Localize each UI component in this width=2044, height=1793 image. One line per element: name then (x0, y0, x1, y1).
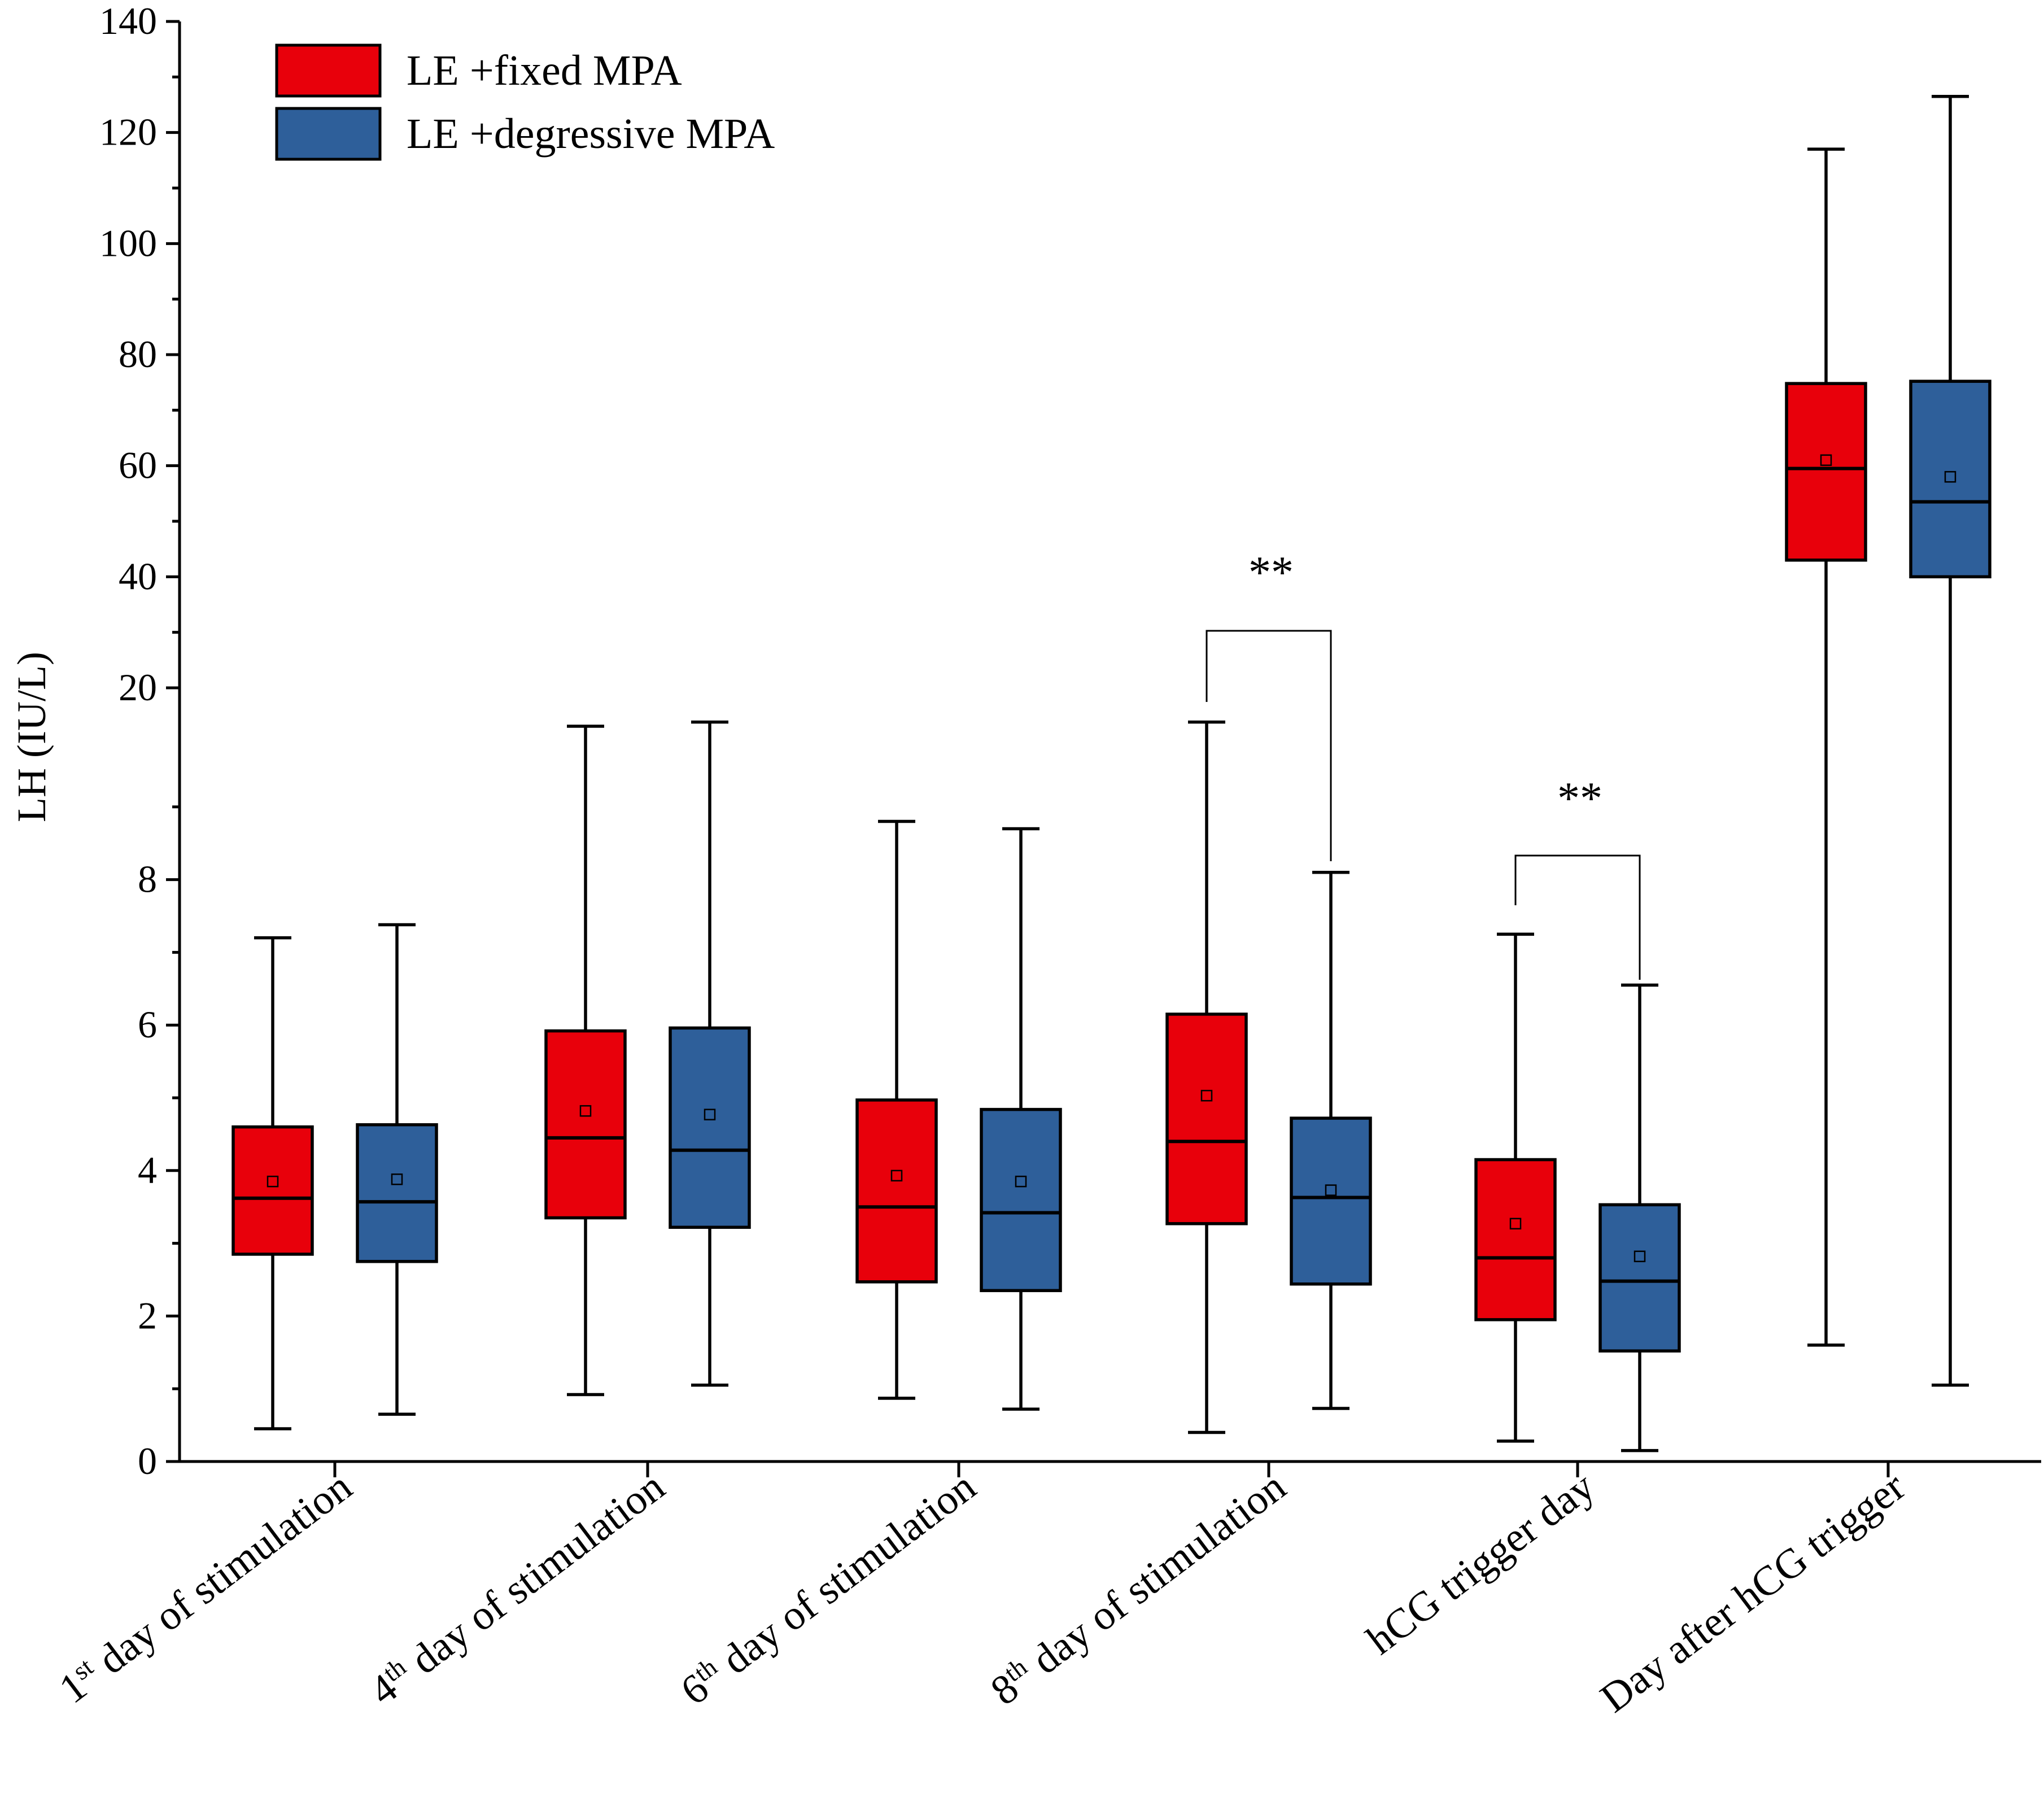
box-fixed-2 (857, 822, 936, 1398)
legend-item-fixed: LE +fixed MPA (277, 45, 682, 96)
y-tick-label: 60 (119, 444, 157, 487)
y-tick-label: 2 (138, 1294, 157, 1337)
box-degressive-0 (357, 924, 436, 1414)
y-axis-label: LH (IU/L) (9, 652, 54, 822)
iqr-box (357, 1125, 436, 1262)
category-text: day of stimulation (705, 1463, 984, 1690)
box-degressive-3 (1291, 872, 1370, 1408)
y-tick-label: 120 (99, 111, 157, 154)
y-tick-label: 80 (119, 333, 157, 376)
legend-label: LE +fixed MPA (407, 47, 682, 94)
plot-area: ** ** (233, 97, 1990, 1451)
iqr-box (1291, 1118, 1370, 1284)
significance-bracket (1207, 631, 1331, 861)
y-tick-label: 40 (119, 555, 157, 597)
iqr-box (981, 1110, 1060, 1291)
y-tick-label: 140 (99, 0, 157, 42)
y-tick-label: 0 (138, 1439, 157, 1482)
box-degressive-2 (981, 828, 1060, 1409)
x-category-label: Day after hCG trigger (1592, 1463, 1914, 1721)
y-tick-label: 8 (138, 858, 157, 901)
x-category-label: 8th day of stimulation (982, 1463, 1294, 1715)
significance-annotation: ** (1207, 548, 1331, 861)
category-text: day of stimulation (81, 1463, 360, 1690)
legend-item-degressive: LE +degressive MPA (277, 108, 775, 159)
significance-stars: ** (1557, 774, 1602, 823)
box-degressive-1 (670, 722, 749, 1385)
significance-bracket (1515, 856, 1640, 980)
category-text: day of stimulation (394, 1463, 673, 1690)
iqr-box (670, 1028, 749, 1227)
box-fixed-5 (1787, 149, 1866, 1345)
significance-stars: ** (1248, 548, 1294, 597)
y-tick-label: 20 (119, 666, 157, 709)
y-tick-label: 6 (138, 1003, 157, 1046)
iqr-box (546, 1031, 625, 1218)
legend-swatch (277, 45, 380, 96)
iqr-box (233, 1127, 312, 1254)
x-category-label: hCG trigger day (1359, 1463, 1603, 1664)
legend-swatch (277, 108, 380, 159)
box-fixed-4 (1476, 934, 1555, 1441)
box-fixed-3 (1167, 722, 1246, 1433)
box-degressive-5 (1911, 97, 1990, 1385)
legend-label: LE +degressive MPA (407, 110, 775, 158)
iqr-box (1167, 1014, 1246, 1224)
x-category-label: 4th day of stimulation (361, 1463, 673, 1715)
iqr-box (857, 1100, 936, 1282)
box-fixed-0 (233, 938, 312, 1429)
x-axis-labels: 1st day of stimulation 4th day of stimula… (50, 1463, 1914, 1722)
legend: LE +fixed MPA LE +degressive MPA (277, 45, 775, 159)
iqr-box (1911, 381, 1990, 577)
iqr-box (1476, 1159, 1555, 1319)
y-tick-label: 100 (99, 221, 157, 264)
category-text: day of stimulation (1015, 1463, 1294, 1690)
iqr-box (1787, 383, 1866, 560)
x-category-label: 1st day of stimulation (50, 1463, 360, 1713)
iqr-box (1600, 1205, 1679, 1351)
significance-annotation: ** (1515, 774, 1640, 980)
box-degressive-4 (1600, 985, 1679, 1450)
box-fixed-1 (546, 726, 625, 1394)
y-tick-label: 4 (138, 1149, 157, 1192)
x-category-label: 6th day of stimulation (672, 1463, 984, 1715)
lh-boxplot-chart: 0 2 4 6 8 20 40 60 80 100 120 140 LH (IU/L) ** ** LE … (0, 0, 2044, 1793)
